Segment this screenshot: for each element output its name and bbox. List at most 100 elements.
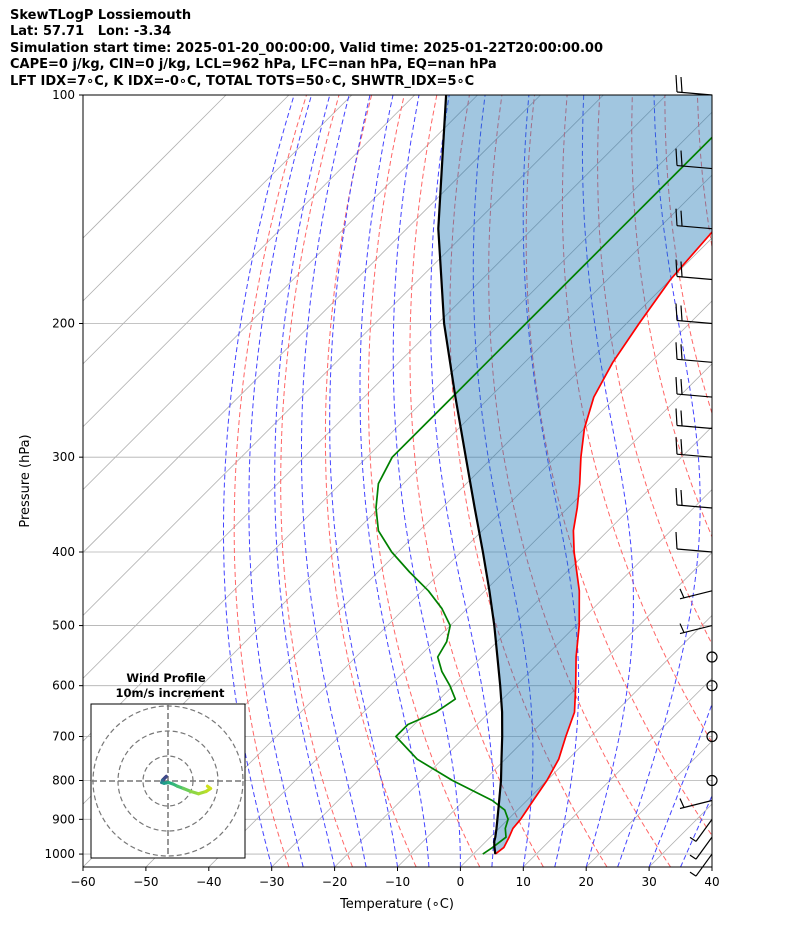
- y-axis-label: Pressure (hPa): [18, 434, 33, 527]
- barb-shaft: [679, 799, 713, 810]
- barb-flag-2: [680, 261, 683, 277]
- wind-barb-1000: [689, 853, 713, 877]
- barb-flag-1: [675, 408, 678, 426]
- barb-flag-1: [675, 531, 678, 550]
- barb-shaft: [695, 836, 713, 860]
- y-tick-label-400: 400: [52, 545, 75, 559]
- isotherm--80: [83, 111, 712, 742]
- dry-adiabat-0: [367, 95, 481, 867]
- moist-adiabat--5: [359, 95, 430, 867]
- hodograph-layer: [91, 704, 245, 858]
- barb-flag-1: [675, 208, 678, 226]
- cape-fill-layer: [438, 95, 712, 855]
- parcel-profile-line: [437, 95, 504, 855]
- barb-flag-1: [675, 74, 678, 93]
- profile-lines-layer: [375, 95, 712, 855]
- dry-adiabat--20: [280, 95, 353, 867]
- y-ticks: 1000 900 800 700 600 500 400 300 200 100: [44, 88, 83, 861]
- wind-barb-850: [679, 798, 713, 810]
- wind-barb-350: [675, 487, 713, 509]
- barb-shaft: [676, 548, 713, 553]
- barb-flag-1: [675, 259, 678, 277]
- cape-cin-shading: [438, 95, 712, 855]
- wind-barb-275: [675, 408, 713, 430]
- barb-shaft: [676, 453, 713, 458]
- wind-barb-100: [675, 74, 713, 96]
- wind-barb-150: [675, 208, 713, 230]
- x-ticks: −60 −50 −40 −30 −20 −10 0 10 20 30 40: [70, 867, 720, 889]
- barb-flag-1: [675, 342, 678, 360]
- isotherm--140: [83, 95, 353, 365]
- dry-adiabat-20: [449, 95, 608, 867]
- moist-adiabat-0: [392, 95, 461, 867]
- barb-shaft: [695, 853, 713, 877]
- location-line: Lat: 57.71 Lon: -3.34: [10, 24, 172, 40]
- moist-adiabat-35: [680, 794, 712, 867]
- x-tick-label-40: 40: [704, 875, 719, 889]
- barb-shaft: [676, 504, 713, 509]
- x-axis-label: Temperature (∘C): [339, 897, 454, 912]
- barb-flag-2: [680, 150, 683, 166]
- moist-adiabat--15: [301, 95, 367, 867]
- barb-shaft: [679, 590, 713, 600]
- y-tick-label-1000: 1000: [44, 847, 75, 861]
- barb-shaft: [676, 358, 713, 363]
- isotherm--30: [271, 426, 712, 867]
- barb-flag-2: [680, 305, 683, 321]
- barb-flag-1: [675, 148, 678, 166]
- isotherm--120: [83, 95, 478, 491]
- isotherm--20: [334, 489, 712, 867]
- moist-adiabat--10: [329, 95, 398, 867]
- x-tick-label--60: −60: [70, 875, 95, 889]
- y-tick-label-700: 700: [52, 729, 75, 743]
- barb-flag: [679, 588, 685, 599]
- barb-flag: [689, 871, 697, 877]
- barb-flag-1: [675, 377, 678, 395]
- barb-shaft: [679, 624, 713, 635]
- isotherm--130: [83, 95, 415, 428]
- barb-shaft: [676, 225, 713, 230]
- barb-flag-2: [680, 489, 683, 506]
- wind-barb-900: [689, 818, 713, 842]
- y-tick-label-900: 900: [52, 812, 75, 826]
- moist-adiabat-40: [711, 865, 712, 867]
- barb-flag-1: [675, 487, 678, 506]
- barb-flag-2: [680, 76, 683, 93]
- y-tick-label-800: 800: [52, 774, 75, 788]
- moist-adiabat-20: [581, 95, 634, 867]
- isotherm--160: [83, 95, 227, 239]
- isotherm--110: [83, 95, 541, 554]
- y-tick-label-600: 600: [52, 679, 75, 693]
- barb-flag: [689, 854, 697, 860]
- moist-adiabat-30: [648, 702, 712, 867]
- barb-flag: [679, 623, 685, 633]
- wind-barb-950: [689, 836, 713, 860]
- x-tick-label--50: −50: [133, 875, 158, 889]
- moist-adiabat--20: [274, 95, 336, 867]
- x-tick-label--40: −40: [196, 875, 221, 889]
- wind-barb-175: [675, 259, 713, 281]
- barb-shaft: [676, 319, 713, 325]
- barb-flag-2: [680, 410, 683, 426]
- dry-adiabat-110: [763, 95, 794, 867]
- isotherm--10: [397, 551, 712, 867]
- dry-adiabat-60: [597, 95, 712, 646]
- dry-adiabat--30: [233, 95, 307, 867]
- indices-line-2: LFT IDX=7∘C, K IDX=-0∘C, TOTAL TOTS=50∘C…: [10, 73, 475, 89]
- dry-adiabat-40: [525, 95, 712, 837]
- dry-adiabat-100: [730, 95, 794, 867]
- barb-shaft: [676, 164, 713, 170]
- x-tick-label-10: 10: [516, 875, 531, 889]
- chart-title: SkewTLogP Lossiemouth: [10, 8, 192, 23]
- barb-flag-2: [680, 210, 683, 226]
- x-tick-label-30: 30: [641, 875, 656, 889]
- barb-flag: [679, 798, 685, 808]
- x-tick-label-0: 0: [457, 875, 465, 889]
- inset-subtitle: 10m/s increment: [116, 686, 225, 700]
- isotherm-40: [711, 866, 712, 867]
- dry-adiabat-50: [561, 95, 712, 744]
- wind-barb-450: [679, 588, 713, 600]
- barb-shaft: [676, 393, 713, 398]
- temperature-line: [494, 230, 712, 855]
